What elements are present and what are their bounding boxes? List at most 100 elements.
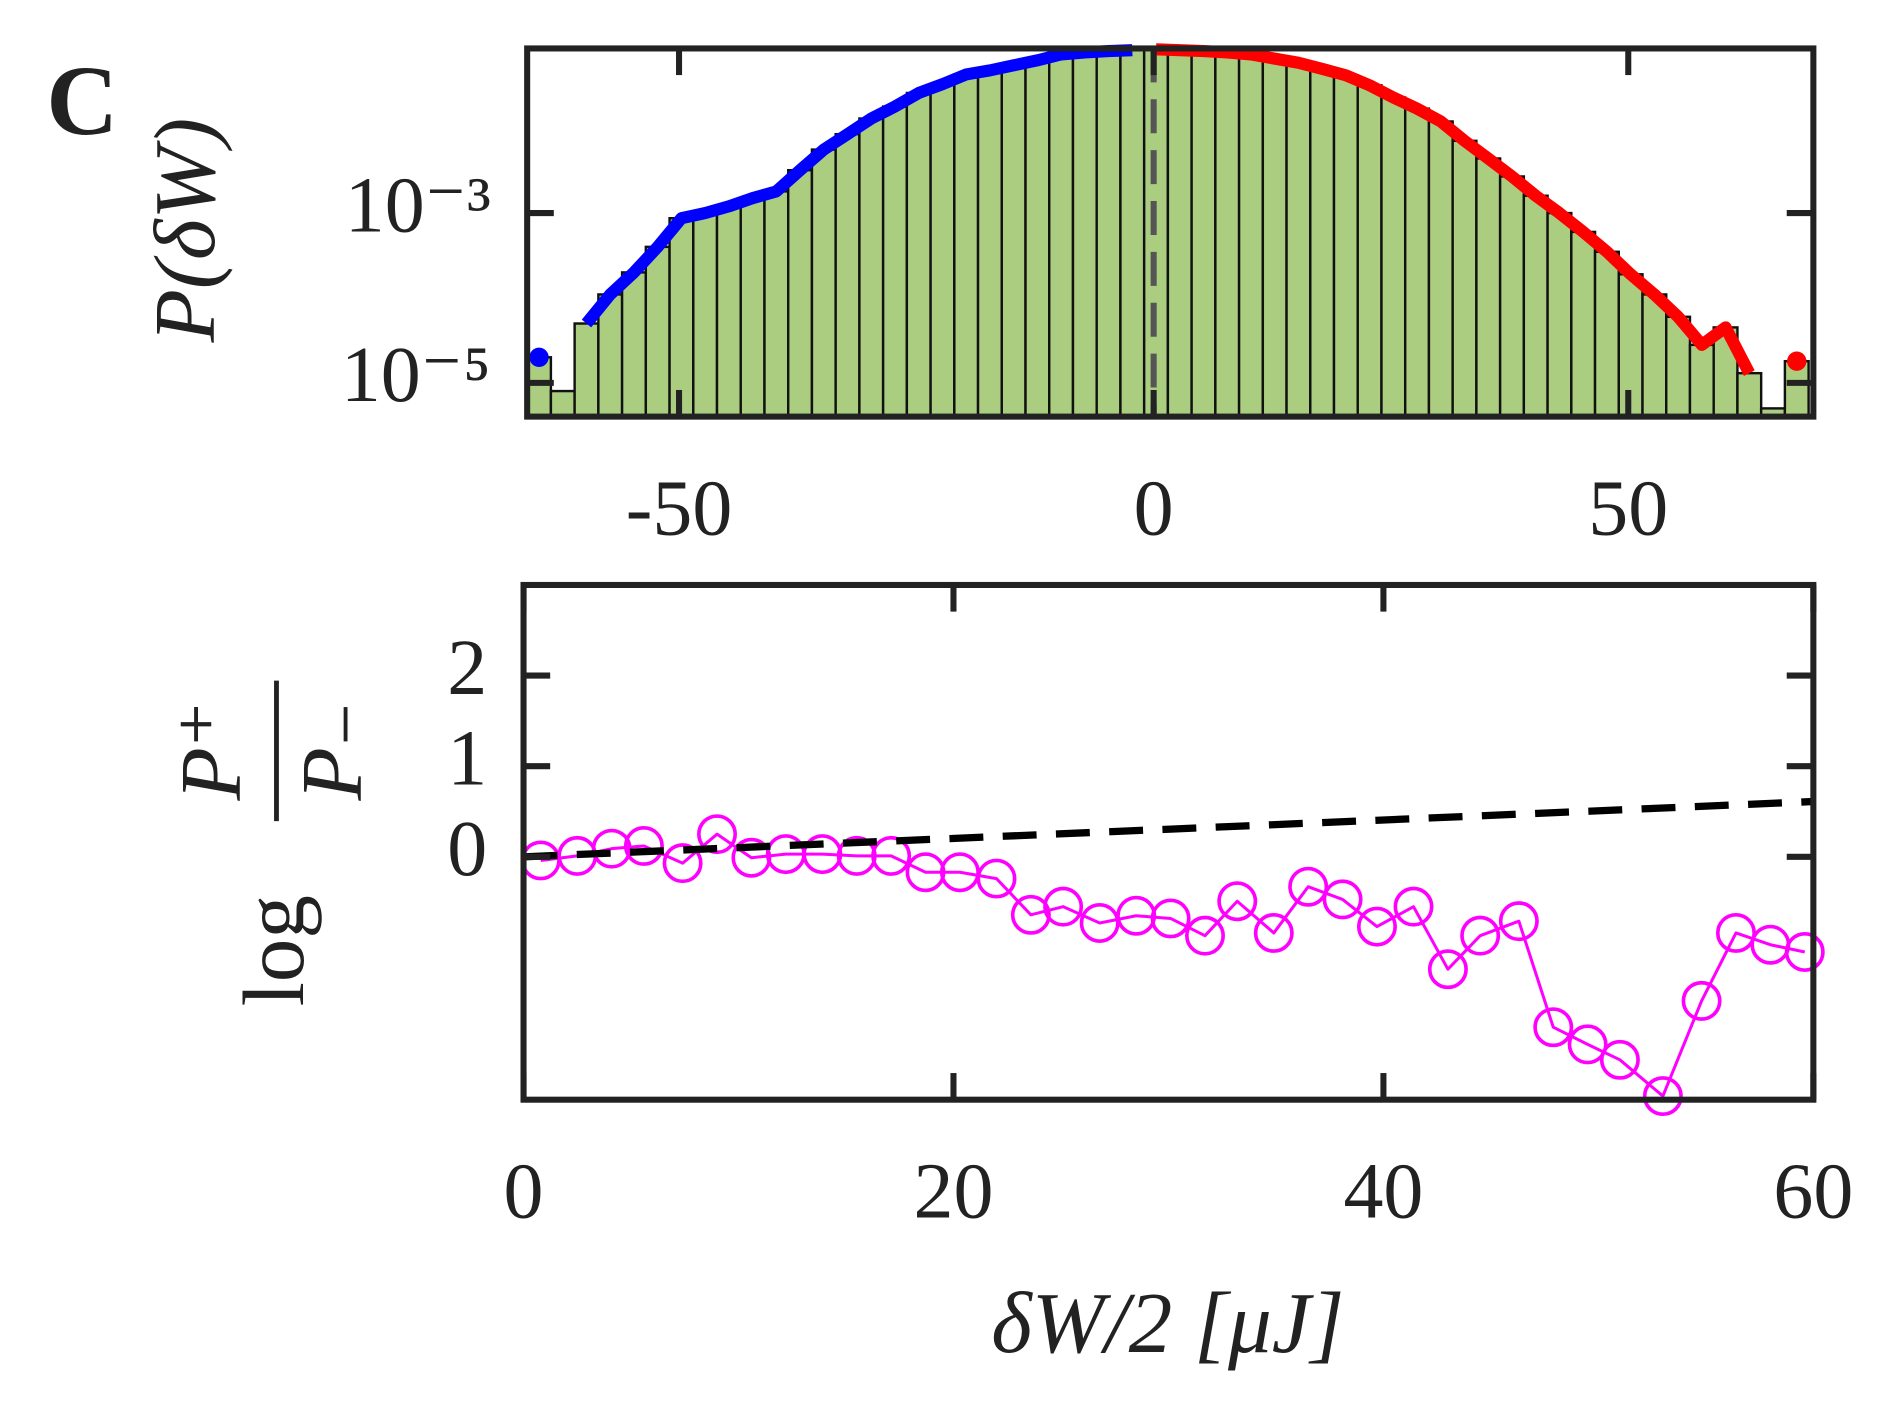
marker	[662, 843, 703, 884]
bar	[1403, 107, 1431, 418]
bar	[1119, 48, 1146, 418]
y-axis-label: P(δW)	[136, 118, 233, 343]
plot-frame	[520, 581, 1817, 1103]
marker	[1217, 881, 1258, 922]
bar	[1237, 53, 1265, 418]
marker	[905, 852, 946, 893]
marker	[1715, 912, 1756, 953]
bar	[1522, 194, 1549, 418]
bar	[763, 190, 790, 418]
marker	[802, 834, 843, 875]
bar	[1000, 64, 1027, 418]
bar	[1570, 230, 1597, 418]
marker	[1784, 931, 1825, 972]
bar	[1095, 49, 1122, 418]
bar	[668, 216, 695, 418]
line-point	[529, 347, 549, 367]
marker	[1393, 886, 1434, 927]
y-tick-label: 10⁻³	[345, 161, 491, 249]
marker	[591, 828, 632, 869]
bar	[739, 196, 766, 418]
bar	[1261, 57, 1288, 418]
bar	[692, 211, 719, 418]
bar	[1214, 51, 1241, 418]
bar	[620, 271, 648, 418]
bar	[1736, 371, 1763, 418]
bar	[1071, 51, 1098, 418]
bar	[953, 73, 980, 418]
bar	[976, 69, 1003, 418]
marker	[623, 825, 664, 866]
bar	[1380, 96, 1407, 418]
bar	[1356, 84, 1383, 418]
marker	[1599, 1039, 1640, 1080]
y-tick-label: 1	[447, 715, 487, 803]
marker	[1150, 898, 1191, 939]
marker	[1533, 1007, 1574, 1048]
x-tick-label: 0	[504, 1147, 544, 1235]
marker	[1498, 901, 1539, 942]
bar	[1024, 59, 1051, 418]
plot-frame	[524, 45, 1817, 420]
marker	[1253, 912, 1294, 953]
line	[1155, 43, 1755, 376]
bar	[1166, 48, 1193, 418]
bar	[810, 148, 837, 418]
marker	[520, 840, 561, 881]
marker	[697, 814, 737, 855]
marker	[1185, 915, 1225, 956]
line	[523, 797, 1814, 861]
marker	[1460, 915, 1501, 956]
bar	[1332, 74, 1359, 418]
x-axis-label: δW/2 [μJ]	[991, 1274, 1344, 1371]
bar	[1641, 293, 1668, 418]
bar	[1475, 157, 1502, 418]
y-label-numerator: P⁺	[162, 701, 259, 801]
bar	[1498, 175, 1526, 418]
bar	[905, 91, 932, 418]
marker	[976, 858, 1017, 899]
x-tick-label: -50	[626, 464, 733, 552]
y-axis-label: log P⁺ P₋	[162, 680, 380, 1006]
marker	[1043, 886, 1084, 927]
bar	[573, 322, 600, 418]
x-tick-label: 50	[1588, 464, 1668, 552]
y-tick-label: 10⁻⁵	[341, 331, 491, 419]
marker	[836, 835, 877, 876]
bar	[929, 82, 956, 418]
bar	[881, 105, 909, 418]
bar	[549, 389, 576, 418]
marker	[1642, 1076, 1683, 1117]
marker	[1288, 866, 1329, 907]
bar	[1688, 343, 1715, 418]
marker	[871, 835, 912, 876]
y-tick-label: 2	[447, 624, 487, 712]
bar	[786, 168, 814, 418]
bar	[1593, 250, 1620, 418]
bar	[1427, 120, 1454, 418]
x-tick-label: 0	[1134, 464, 1174, 552]
panel-label: C	[46, 47, 118, 156]
line	[540, 832, 1806, 1098]
bar	[1048, 53, 1075, 418]
bar	[858, 117, 885, 418]
bar	[644, 245, 671, 418]
line	[581, 44, 1133, 328]
bar	[834, 132, 861, 418]
marker	[1427, 949, 1468, 990]
y-label-log: log	[225, 895, 322, 1006]
bar	[1285, 61, 1312, 418]
marker	[1010, 894, 1051, 935]
marker	[1356, 906, 1397, 947]
bar	[1309, 67, 1336, 418]
x-tick-label: 60	[1773, 1147, 1853, 1235]
line-point	[1787, 351, 1807, 371]
x-tick-label: 20	[914, 1147, 994, 1235]
y-tick-label: 0	[447, 805, 487, 893]
x-tick-label: 40	[1343, 1147, 1423, 1235]
bar	[715, 205, 742, 418]
bar	[1190, 49, 1217, 418]
marker	[1681, 980, 1722, 1021]
marker	[1567, 1024, 1608, 1065]
